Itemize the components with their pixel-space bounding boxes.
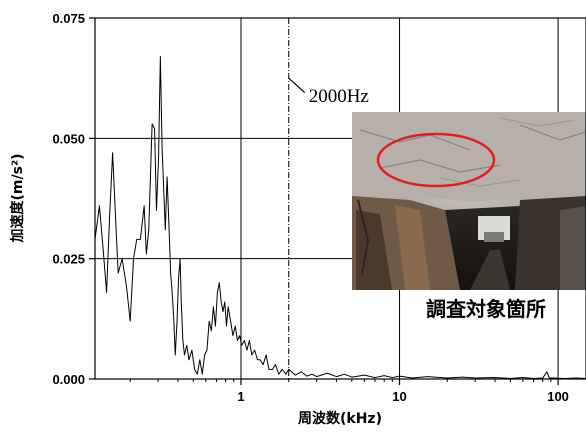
axis-ticks: 0.000 0.025 0.050 0.075 1 10 100	[52, 11, 568, 404]
x-tick-label: 1	[237, 389, 244, 404]
x-tick-label: 100	[547, 389, 569, 404]
plot-frame	[94, 17, 586, 380]
photo-caption: 調査対象箇所	[426, 297, 546, 321]
y-tick-label: 0.025	[52, 252, 85, 267]
x-tick-label: 10	[392, 389, 406, 404]
y-axis-label: 加速度(m/s²)	[9, 154, 26, 244]
tunnel-photo	[352, 112, 586, 290]
y-tick-label: 0.050	[52, 131, 85, 146]
annotation-leader-line	[288, 77, 306, 94]
y-tick-label: 0.000	[52, 372, 85, 387]
series-group	[95, 56, 586, 379]
y-tick-label: 0.075	[52, 11, 85, 26]
x-axis-label: 周波数(kHz)	[298, 410, 382, 427]
annotation-2000hz: 2000Hz	[309, 86, 369, 107]
series-line	[95, 56, 586, 379]
